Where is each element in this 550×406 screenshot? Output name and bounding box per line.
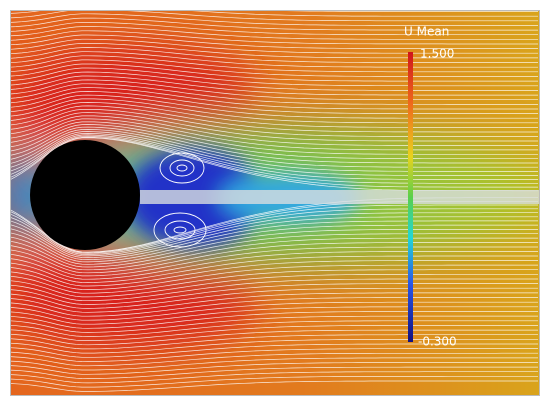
- streamline: [10, 91, 538, 114]
- streamline: [10, 118, 538, 151]
- streamline: [10, 98, 538, 124]
- streamline: [10, 13, 538, 26]
- streamline: [10, 255, 538, 283]
- streamline: [10, 251, 538, 280]
- streamline: [10, 348, 538, 362]
- wake-centerline: [140, 190, 540, 204]
- streamline: [10, 233, 538, 268]
- streamline: [254, 10, 538, 12]
- streamline: [10, 315, 538, 333]
- streamline: [10, 216, 538, 258]
- streamline: [10, 273, 538, 298]
- streamline: [10, 121, 538, 155]
- streamline: [10, 301, 538, 321]
- streamline: [10, 264, 538, 290]
- streamline: [10, 30, 538, 45]
- streamline: [10, 0, 538, 7]
- streamline: [10, 38, 538, 54]
- streamline: [10, 67, 538, 87]
- streamline: [10, 136, 538, 188]
- streamline: [10, 124, 538, 160]
- streamline: [10, 325, 538, 341]
- streamline: [10, 133, 538, 176]
- streamline: [10, 352, 538, 367]
- streamline: [10, 320, 538, 337]
- streamline: [10, 362, 538, 375]
- streamline: [10, 311, 538, 329]
- streamline: [10, 26, 538, 40]
- streamline: [10, 380, 538, 392]
- streamline: [10, 208, 538, 255]
- streamline: [10, 10, 538, 22]
- streamline: [10, 269, 538, 294]
- streamline: [10, 306, 538, 325]
- streamline: [10, 343, 538, 358]
- streamline: [10, 17, 538, 31]
- streamline: [10, 75, 538, 96]
- streamline: [10, 87, 538, 110]
- streamline: [10, 59, 538, 77]
- frame: [10, 10, 540, 396]
- streamline: [10, 79, 538, 101]
- streamline: [10, 278, 538, 302]
- colorbar-min: -0.300: [418, 335, 457, 349]
- streamline: [10, 229, 538, 265]
- streamline: [10, 204, 538, 254]
- streamline: [10, 371, 538, 384]
- streamline: [10, 224, 538, 263]
- streamline: [10, 212, 538, 257]
- streamline: [10, 375, 538, 388]
- streamline: [10, 242, 538, 274]
- vortices: [153, 152, 207, 248]
- streamline: [10, 108, 538, 137]
- streamline: [10, 366, 538, 379]
- streamline: [10, 329, 538, 346]
- streamline: [10, 83, 538, 105]
- streamline: [10, 112, 538, 142]
- cylinder: [30, 140, 140, 250]
- streamline: [10, 94, 538, 119]
- streamline: [10, 220, 538, 260]
- colorbar-title: U Mean: [404, 25, 449, 39]
- streamline: [10, 292, 538, 313]
- streamline: [10, 115, 538, 146]
- streamline: [10, 21, 538, 36]
- streamline: [10, 102, 538, 128]
- streamline: [10, 283, 538, 305]
- streamline: [10, 51, 538, 68]
- streamline: [10, 126, 538, 164]
- streamlines: [10, 0, 538, 392]
- streamline: [10, 34, 538, 49]
- streamline: [10, 246, 538, 277]
- streamline: [10, 134, 538, 180]
- streamline: [10, 43, 538, 59]
- streamline: [10, 129, 538, 168]
- streamline: [10, 260, 538, 287]
- streamline: [10, 237, 538, 271]
- streamline: [10, 334, 538, 350]
- colorbar: [408, 52, 413, 342]
- streamline: [10, 10, 538, 17]
- streamline: [10, 47, 538, 63]
- streamline: [10, 357, 538, 371]
- field: [10, 0, 540, 396]
- streamline: [10, 131, 538, 172]
- streamline: [10, 55, 538, 73]
- streamline: [10, 338, 538, 354]
- colorbar-max: 1.500: [420, 47, 454, 61]
- streamline: [10, 63, 538, 82]
- streamline: [10, 287, 538, 309]
- streamline: [10, 297, 538, 317]
- streamline: [10, 71, 538, 91]
- streamline: [10, 135, 538, 184]
- streamline: [10, 105, 538, 133]
